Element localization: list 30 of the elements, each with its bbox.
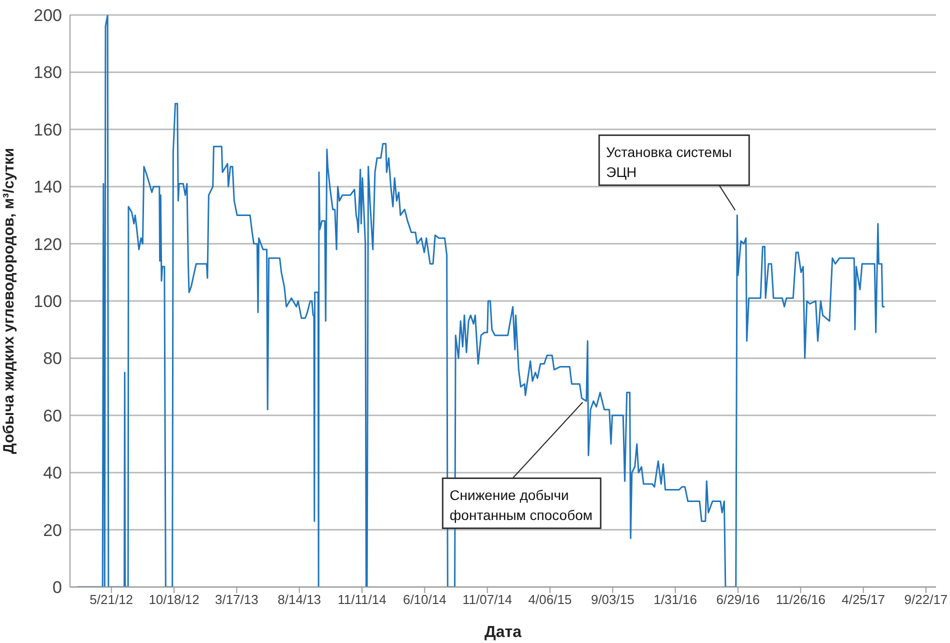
x-tick-label: 5/21/12 xyxy=(90,592,134,608)
y-axis-title: Добыча жидких углеводородов, м³/сутки xyxy=(0,148,18,454)
y-tick-label: 20 xyxy=(43,520,62,540)
x-tick-label: 4/06/15 xyxy=(528,592,572,608)
y-tick-label: 120 xyxy=(34,234,62,254)
y-tick-label: 40 xyxy=(43,464,62,483)
x-tick-label: 11/26/16 xyxy=(776,592,826,608)
callout-box: Снижение добычи фонтанным способом xyxy=(442,402,602,529)
annotation: Установка системы ЭЦН xyxy=(606,144,732,180)
x-tick-label: 6/10/14 xyxy=(402,592,446,608)
y-tick-label: 100 xyxy=(34,292,62,312)
x-tick-label: 9/22/17 xyxy=(904,592,948,608)
x-tick-label: 10/18/12 xyxy=(148,592,200,608)
x-tick-label: 4/25/17 xyxy=(842,592,885,608)
x-axis-title: Дата xyxy=(484,624,522,641)
x-tick-label: 9/03/15 xyxy=(590,592,634,608)
x-tick-label: 6/29/16 xyxy=(716,592,760,608)
annotation: Снижение добычи фонтанным способом xyxy=(450,487,593,524)
y-tick-label: 80 xyxy=(43,349,62,368)
x-tick-label: 11/07/14 xyxy=(462,592,512,608)
y-tick-label: 0 xyxy=(52,578,62,598)
x-tick-label: 11/11/14 xyxy=(338,592,386,608)
x-tick-label: 1/31/16 xyxy=(654,592,698,608)
y-tick-label: 60 xyxy=(43,406,62,426)
y-tick-label: 200 xyxy=(34,6,62,26)
y-tick-label: 160 xyxy=(34,120,62,140)
y-tick-label: 140 xyxy=(34,178,62,197)
y-tick-label: 180 xyxy=(34,63,62,82)
x-tick-label: 3/17/13 xyxy=(214,592,258,608)
x-tick-label: 8/14/13 xyxy=(278,592,322,608)
